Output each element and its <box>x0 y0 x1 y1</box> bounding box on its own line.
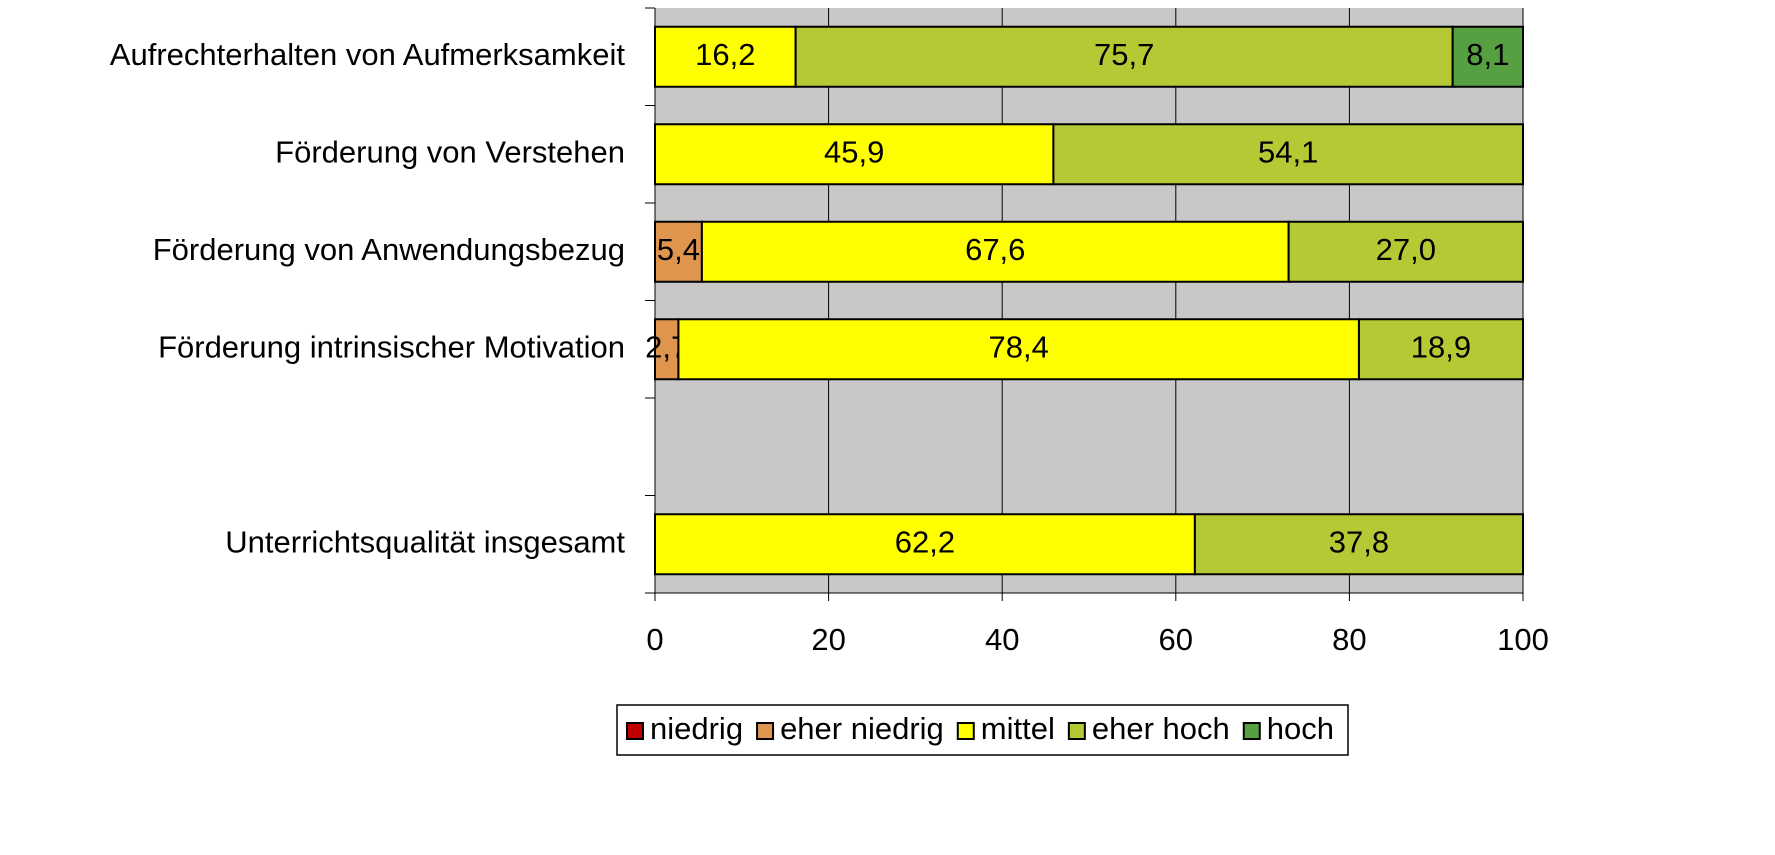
legend-label: eher hoch <box>1092 711 1230 746</box>
data-label: 62,2 <box>895 524 955 559</box>
bar-segment <box>1451 25 1525 88</box>
x-tick-label: 80 <box>1332 622 1366 657</box>
y-tick-label: Förderung intrinsischer Motivation <box>158 329 625 364</box>
bar-segment <box>677 318 1360 381</box>
y-tick-label: Aufrechterhalten von Aufmerksamkeit <box>110 37 626 72</box>
legend-label: eher niedrig <box>780 711 944 746</box>
bar-segment <box>1357 318 1524 381</box>
bar-segment <box>654 513 1196 576</box>
legend-label: mittel <box>981 711 1055 746</box>
data-label: 5,4 <box>657 232 700 267</box>
legend-label: niedrig <box>650 711 743 746</box>
data-label: 18,9 <box>1411 329 1471 364</box>
bar-segment <box>1287 220 1525 283</box>
y-tick-label: Förderung von Anwendungsbezug <box>153 232 625 267</box>
x-tick-label: 60 <box>1159 622 1193 657</box>
legend-swatch <box>956 722 975 740</box>
data-label: 45,9 <box>824 134 884 169</box>
data-label: 27,0 <box>1376 232 1436 267</box>
data-label: 75,7 <box>1094 37 1154 72</box>
bar-segment <box>1193 513 1524 576</box>
data-label: 54,1 <box>1258 134 1318 169</box>
data-label: 67,6 <box>965 232 1025 267</box>
legend-swatch <box>1242 722 1261 740</box>
x-tick-label: 40 <box>985 622 1019 657</box>
legend-label: hoch <box>1267 711 1334 746</box>
data-label: 37,8 <box>1329 524 1389 559</box>
legend-swatch <box>626 722 644 740</box>
bar-segment <box>654 220 703 283</box>
legend-box <box>616 704 1349 756</box>
bar-segment <box>1052 123 1524 186</box>
x-tick-label: 100 <box>1497 622 1549 657</box>
plot-area <box>655 8 1523 593</box>
bar-segment <box>654 123 1055 186</box>
legend-swatch <box>1067 722 1086 740</box>
data-label: 78,4 <box>989 329 1049 364</box>
x-tick-label: 0 <box>646 622 663 657</box>
legend-swatch <box>756 722 775 740</box>
y-tick-label: Förderung von Verstehen <box>275 134 625 169</box>
data-label: 16,2 <box>695 37 755 72</box>
y-tick-label: Unterrichtsqualität insgesamt <box>225 524 625 559</box>
data-label: 8,1 <box>1466 37 1509 72</box>
x-tick-label: 20 <box>811 622 845 657</box>
